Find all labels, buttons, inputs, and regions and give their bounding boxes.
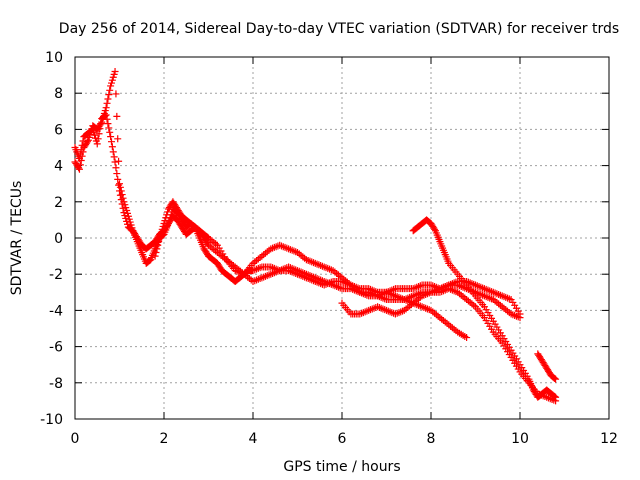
track-2-point <box>83 138 91 146</box>
data-points <box>71 67 560 405</box>
y-tick-label: -8 <box>49 376 63 392</box>
y-tick-label: 8 <box>54 86 63 102</box>
x-tick-label: 4 <box>249 431 258 447</box>
y-axis-label: SDTVAR / TECUs <box>9 181 25 296</box>
track-5-point <box>551 393 559 401</box>
grid <box>75 57 609 419</box>
track-2-point <box>105 91 113 99</box>
track-1-point <box>105 124 113 132</box>
x-tick-label: 12 <box>600 431 618 447</box>
x-tick-label: 0 <box>71 431 80 447</box>
track-1-point <box>107 133 115 141</box>
track-6-point <box>552 375 560 383</box>
track-2-point <box>103 99 111 107</box>
track-1-point <box>108 143 116 151</box>
track-2-point <box>114 135 122 143</box>
track-2-point <box>113 112 121 120</box>
x-tick-label: 2 <box>160 431 169 447</box>
y-tick-label: 6 <box>54 122 63 138</box>
track-2-point <box>117 187 125 195</box>
y-tick-label: 2 <box>54 195 63 211</box>
track-2-point <box>75 165 83 173</box>
track-1-point <box>112 164 120 172</box>
track-3-point <box>153 245 161 253</box>
track-2-point <box>116 183 124 191</box>
track-1-point <box>109 148 117 156</box>
track-6-point <box>551 374 559 382</box>
y-tick-label: 4 <box>54 159 63 175</box>
y-tick-label: -6 <box>49 340 63 356</box>
chart-title: Day 256 of 2014, Sidereal Day-to-day VTE… <box>59 21 619 37</box>
track-2-point <box>119 194 127 202</box>
y-tick-label: -2 <box>49 267 63 283</box>
track-1-point <box>79 137 87 145</box>
track-5-point <box>431 225 439 233</box>
track-1-point <box>463 334 471 342</box>
track-2-point <box>106 86 114 94</box>
x-tick-label: 8 <box>427 431 436 447</box>
track-4-point <box>516 310 524 318</box>
track-2-point <box>112 90 120 98</box>
track-2-point <box>116 180 123 188</box>
y-tick-label: 0 <box>54 231 63 247</box>
track-2-point <box>111 67 119 75</box>
y-tick-labels: 10 8 6 4 2 0 -2 -4 -6 -8 -10 <box>40 50 63 428</box>
track-1-point <box>113 170 121 178</box>
track-2-point <box>97 120 105 128</box>
track-2-point <box>78 152 86 160</box>
track-1-point <box>114 175 122 183</box>
track-1-point <box>95 130 103 138</box>
track-3-point <box>155 238 163 246</box>
track-2-point <box>118 191 126 199</box>
track-3-point <box>151 252 159 260</box>
y-tick-label: -4 <box>49 303 63 319</box>
track-1-point <box>94 135 102 143</box>
track-2-point <box>76 161 84 169</box>
y-tick-label: 10 <box>45 50 63 66</box>
y-tick-label: -10 <box>40 412 63 428</box>
track-5-point <box>552 393 560 401</box>
track-1-point <box>93 140 101 148</box>
track-1-point <box>106 128 114 136</box>
track-2-point <box>79 148 87 156</box>
x-tick-label: 6 <box>338 431 347 447</box>
track-1-point <box>107 138 115 146</box>
track-2-point <box>102 104 110 112</box>
x-tick-label: 10 <box>511 431 529 447</box>
x-axis-label: GPS time / hours <box>283 459 400 475</box>
track-2-point <box>115 157 123 165</box>
track-3-point <box>152 248 160 256</box>
track-2-point <box>104 95 112 103</box>
track-3-point <box>154 241 162 249</box>
track-2-point <box>77 157 85 165</box>
axis-ticks <box>74 56 610 420</box>
x-tick-labels: 0 2 4 6 8 10 12 <box>71 431 618 447</box>
track-1-point <box>104 120 112 128</box>
track-1-point <box>111 158 119 166</box>
track-1-point <box>110 153 118 161</box>
